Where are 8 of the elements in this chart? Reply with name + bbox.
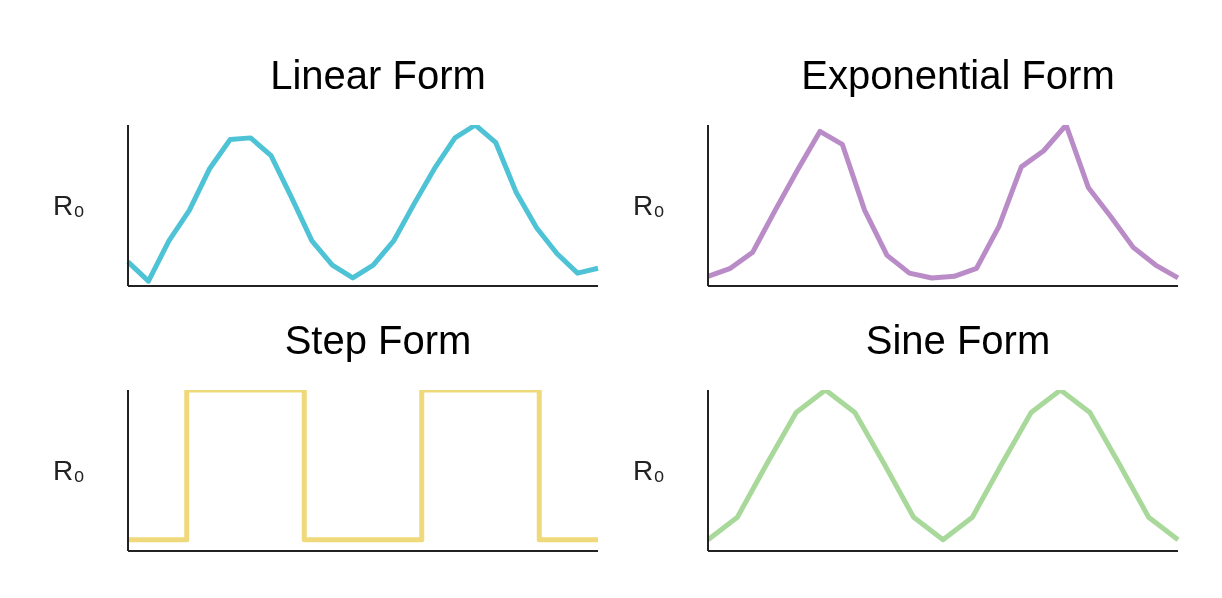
chart-title: Linear Form <box>269 53 487 99</box>
y-axis-title: R₀ <box>633 455 665 487</box>
chart-title: Step Form <box>283 318 473 364</box>
y-axis-title: R₀ <box>633 190 665 222</box>
y-axis-title: R₀ <box>53 190 85 222</box>
chart-title: Sine Form <box>864 318 1052 364</box>
chart-title: Exponential Form <box>800 53 1116 99</box>
y-axis-title: R₀ <box>53 455 85 487</box>
